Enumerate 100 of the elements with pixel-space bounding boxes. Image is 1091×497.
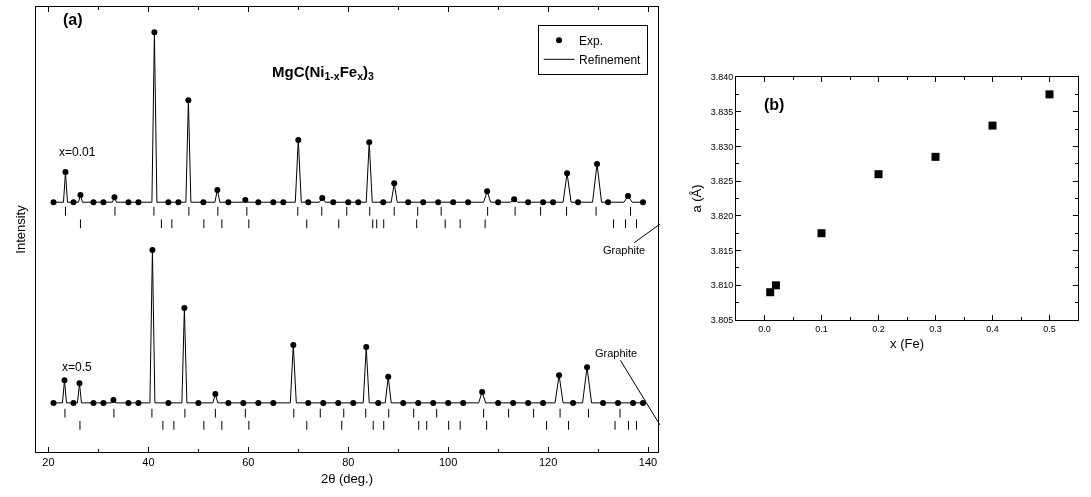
point [584,364,591,371]
point [640,399,647,406]
y-axis-title: a (Å) [688,184,704,213]
y-tick-label: 3.820 [710,211,734,222]
y-tick-label: 3.810 [710,280,734,291]
point [90,399,97,406]
x-tick-label: 0.5 [1043,323,1056,334]
x-tick-label: 0.0 [758,323,771,334]
point [225,399,232,406]
annotation: Graphite [603,244,646,256]
point [195,399,202,406]
point [350,399,357,406]
point [100,199,107,206]
point [125,199,132,206]
point [564,170,571,177]
x-tick-label: 0.2 [872,323,885,334]
point [420,199,427,206]
point [270,199,277,206]
point [460,399,467,406]
point [319,195,326,202]
point [615,399,622,406]
x-axis-title: 2θ (deg.) [320,470,374,486]
y-tick-label: 3.805 [710,315,734,326]
point [380,199,387,206]
x-tick-label: 20 [42,456,55,469]
annotation: Graphite [595,347,638,359]
point [242,197,249,204]
point [50,199,57,206]
point [771,281,780,290]
point [111,194,118,201]
point [290,341,297,348]
point [465,199,472,206]
x-tick-label: 120 [538,456,558,469]
point [345,199,352,206]
point [305,199,312,206]
point [76,380,83,387]
point [484,188,491,195]
y-tick-label: 3.830 [710,141,734,152]
point [988,121,997,130]
point [214,187,221,194]
point [640,199,647,206]
x-tick-label: 60 [242,456,255,469]
point [556,372,563,379]
point [385,373,392,380]
point [363,344,370,351]
point [415,399,422,406]
point [1045,90,1054,99]
point [70,199,77,206]
y-tick-label: 3.840 [710,72,734,83]
point [110,396,117,403]
point [185,97,192,104]
point [570,399,577,406]
point [335,399,342,406]
x-tick-label: 40 [142,456,155,469]
point [625,192,632,199]
x-tick-label: 140 [638,456,658,469]
y-tick-label: 3.825 [710,176,734,187]
point [320,399,327,406]
point [61,377,68,384]
x-tick-label: 80 [342,456,355,469]
point [391,180,398,187]
point [135,399,142,406]
point [510,399,517,406]
point [135,199,142,206]
legend-label: Refinement [579,52,642,67]
point [240,399,247,406]
point [151,29,158,36]
x-tick-label: 100 [438,456,458,469]
point [874,170,883,179]
point [630,399,637,406]
x-tick-label: 0.3 [929,323,942,334]
y-tick-label: 3.835 [710,106,734,117]
annotation: x=0.5 [62,360,93,374]
point [90,199,97,206]
point [450,199,457,206]
point [70,399,77,406]
y-axis-title: Intensity [12,204,28,254]
point [540,199,547,206]
point [817,229,826,238]
point [181,305,188,311]
point [100,399,107,406]
point [540,399,547,406]
annotation: x=0.01 [59,145,96,159]
point [931,152,940,161]
point [511,196,518,203]
y-tick-label: 3.815 [710,245,734,256]
annotation: (b) [764,96,785,113]
point [405,199,412,206]
point [77,192,84,199]
point [255,199,262,206]
point [430,399,437,406]
point [212,391,219,398]
point [600,399,607,406]
point [550,199,557,206]
point [575,199,582,206]
point [495,399,502,406]
point [165,199,172,206]
point [149,247,156,254]
point [225,199,232,206]
point [375,399,382,406]
